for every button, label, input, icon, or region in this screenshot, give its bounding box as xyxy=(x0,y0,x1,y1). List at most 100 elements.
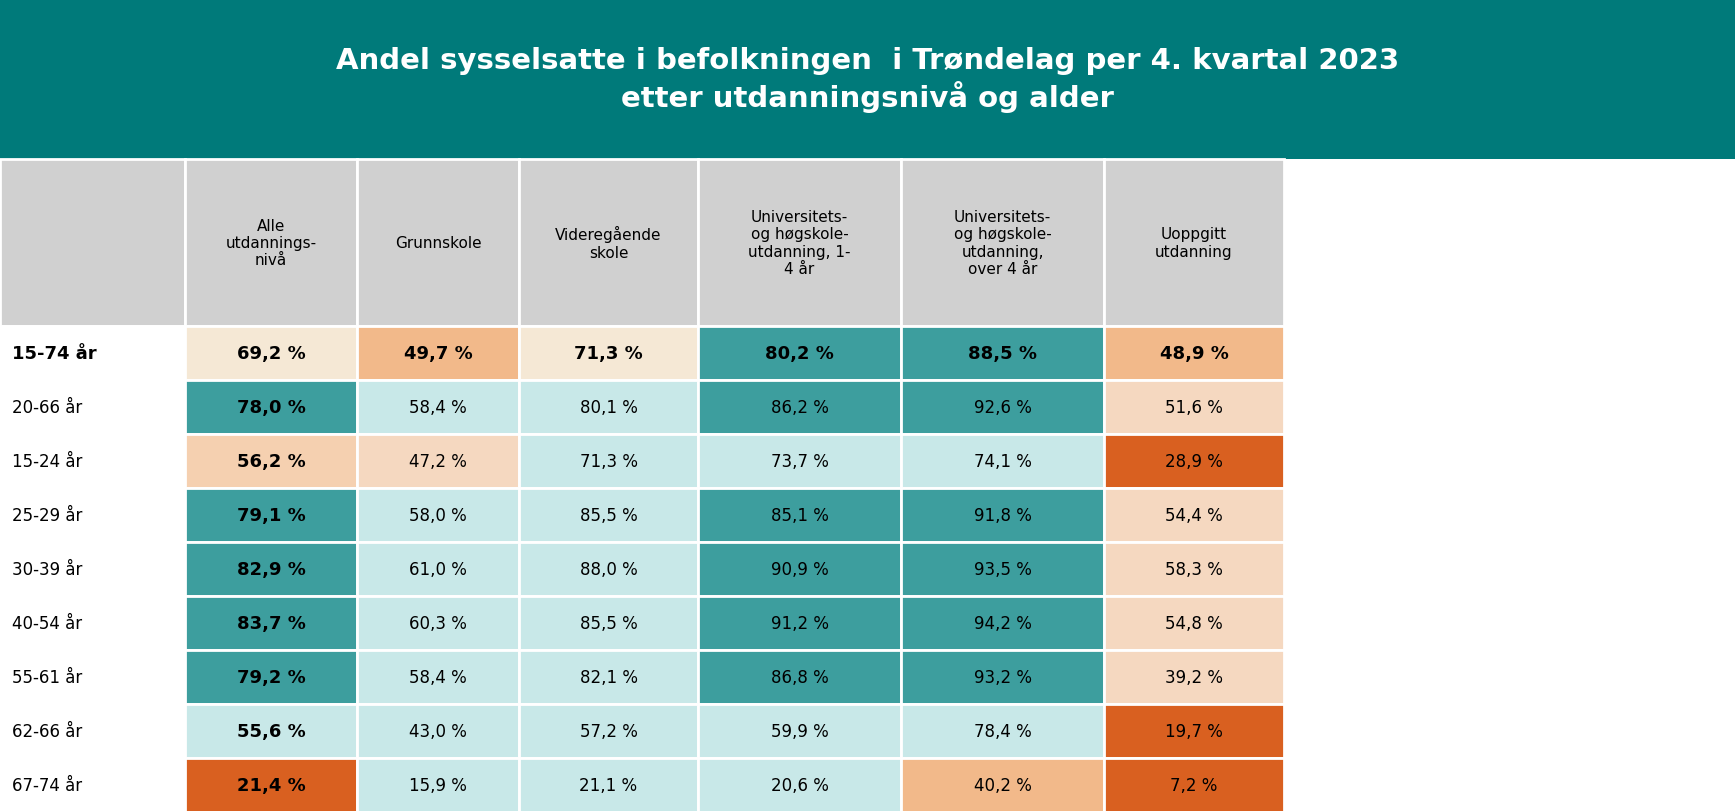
Bar xyxy=(519,543,697,596)
Bar xyxy=(519,596,697,650)
Text: 85,5 %: 85,5 % xyxy=(579,506,637,525)
Bar xyxy=(900,704,1103,758)
Text: 59,9 %: 59,9 % xyxy=(770,722,828,740)
Text: 71,3 %: 71,3 % xyxy=(579,453,637,470)
Text: 40-54 år: 40-54 år xyxy=(12,614,82,633)
Bar xyxy=(357,543,519,596)
Text: 86,8 %: 86,8 % xyxy=(770,668,828,686)
Bar xyxy=(697,380,900,435)
Bar xyxy=(697,543,900,596)
Text: 7,2 %: 7,2 % xyxy=(1171,776,1218,794)
Bar xyxy=(0,488,186,543)
Bar xyxy=(186,488,357,543)
Bar xyxy=(1103,704,1284,758)
Bar xyxy=(697,160,900,327)
Bar xyxy=(0,543,186,596)
Text: 69,2 %: 69,2 % xyxy=(236,345,305,363)
Bar xyxy=(519,704,697,758)
Text: 39,2 %: 39,2 % xyxy=(1164,668,1223,686)
Text: 71,3 %: 71,3 % xyxy=(574,345,644,363)
Text: Videregående
skole: Videregående skole xyxy=(555,226,661,260)
Bar xyxy=(1103,488,1284,543)
Text: 54,8 %: 54,8 % xyxy=(1166,614,1223,633)
Text: 91,8 %: 91,8 % xyxy=(973,506,1031,525)
Bar xyxy=(519,758,697,811)
Text: 57,2 %: 57,2 % xyxy=(579,722,637,740)
Bar xyxy=(900,596,1103,650)
Bar xyxy=(0,327,186,380)
Text: 25-29 år: 25-29 år xyxy=(12,506,82,525)
Text: 86,2 %: 86,2 % xyxy=(770,398,828,417)
Text: 21,4 %: 21,4 % xyxy=(236,776,305,794)
Text: 47,2 %: 47,2 % xyxy=(409,453,467,470)
Bar xyxy=(900,327,1103,380)
Bar xyxy=(519,160,697,327)
Text: 28,9 %: 28,9 % xyxy=(1166,453,1223,470)
Bar xyxy=(900,758,1103,811)
Text: Universitets-
og høgskole-
utdanning,
over 4 år: Universitets- og høgskole- utdanning, ov… xyxy=(954,209,1051,277)
Bar xyxy=(1103,380,1284,435)
Text: 90,9 %: 90,9 % xyxy=(770,560,828,578)
Text: 78,4 %: 78,4 % xyxy=(973,722,1031,740)
Text: 55-61 år: 55-61 år xyxy=(12,668,82,686)
Text: 55,6 %: 55,6 % xyxy=(236,722,305,740)
Bar xyxy=(0,160,186,327)
Bar xyxy=(1103,596,1284,650)
Bar xyxy=(519,488,697,543)
Text: 21,1 %: 21,1 % xyxy=(579,776,637,794)
Bar xyxy=(186,160,357,327)
Text: 19,7 %: 19,7 % xyxy=(1166,722,1223,740)
Bar xyxy=(1103,327,1284,380)
Text: 15-74 år: 15-74 år xyxy=(12,345,97,363)
Bar xyxy=(519,435,697,488)
Text: 51,6 %: 51,6 % xyxy=(1166,398,1223,417)
Text: 58,0 %: 58,0 % xyxy=(409,506,467,525)
Bar xyxy=(900,488,1103,543)
Text: 58,3 %: 58,3 % xyxy=(1166,560,1223,578)
Bar xyxy=(186,543,357,596)
Bar xyxy=(697,435,900,488)
Bar xyxy=(697,758,900,811)
Text: 40,2 %: 40,2 % xyxy=(973,776,1031,794)
Bar xyxy=(0,435,186,488)
Text: 43,0 %: 43,0 % xyxy=(409,722,467,740)
Text: 73,7 %: 73,7 % xyxy=(770,453,828,470)
Bar xyxy=(900,380,1103,435)
Text: 49,7 %: 49,7 % xyxy=(404,345,472,363)
Text: 74,1 %: 74,1 % xyxy=(973,453,1031,470)
Text: Alle
utdannings-
nivå: Alle utdannings- nivå xyxy=(226,218,316,268)
Bar xyxy=(0,758,186,811)
Bar xyxy=(186,650,357,704)
Bar xyxy=(0,596,186,650)
Text: Andel sysselsatte i befolkningen  i Trøndelag per 4. kvartal 2023
etter utdannin: Andel sysselsatte i befolkningen i Trønd… xyxy=(337,47,1398,113)
Bar xyxy=(900,543,1103,596)
Text: 94,2 %: 94,2 % xyxy=(973,614,1031,633)
Bar xyxy=(186,596,357,650)
Bar xyxy=(900,435,1103,488)
Text: 79,1 %: 79,1 % xyxy=(236,506,305,525)
Text: 20-66 år: 20-66 år xyxy=(12,398,82,417)
Text: 93,2 %: 93,2 % xyxy=(973,668,1032,686)
Bar xyxy=(519,327,697,380)
Bar xyxy=(186,380,357,435)
Bar xyxy=(357,704,519,758)
Text: 85,1 %: 85,1 % xyxy=(770,506,828,525)
Text: 92,6 %: 92,6 % xyxy=(973,398,1031,417)
Text: Uoppgitt
utdanning: Uoppgitt utdanning xyxy=(1156,227,1234,260)
Bar xyxy=(697,488,900,543)
Text: 15,9 %: 15,9 % xyxy=(409,776,467,794)
Bar xyxy=(1103,435,1284,488)
Text: 30-39 år: 30-39 år xyxy=(12,560,82,578)
Bar xyxy=(0,380,186,435)
Text: Universitets-
og høgskole-
utdanning, 1-
4 år: Universitets- og høgskole- utdanning, 1-… xyxy=(748,209,850,277)
Text: 82,1 %: 82,1 % xyxy=(579,668,637,686)
Text: 56,2 %: 56,2 % xyxy=(236,453,305,470)
Text: 80,2 %: 80,2 % xyxy=(765,345,835,363)
Text: 82,9 %: 82,9 % xyxy=(236,560,305,578)
Text: 67-74 år: 67-74 år xyxy=(12,776,82,794)
Bar xyxy=(697,327,900,380)
Text: 88,0 %: 88,0 % xyxy=(579,560,637,578)
Text: 88,5 %: 88,5 % xyxy=(968,345,1038,363)
Text: 58,4 %: 58,4 % xyxy=(409,398,467,417)
Bar xyxy=(357,650,519,704)
